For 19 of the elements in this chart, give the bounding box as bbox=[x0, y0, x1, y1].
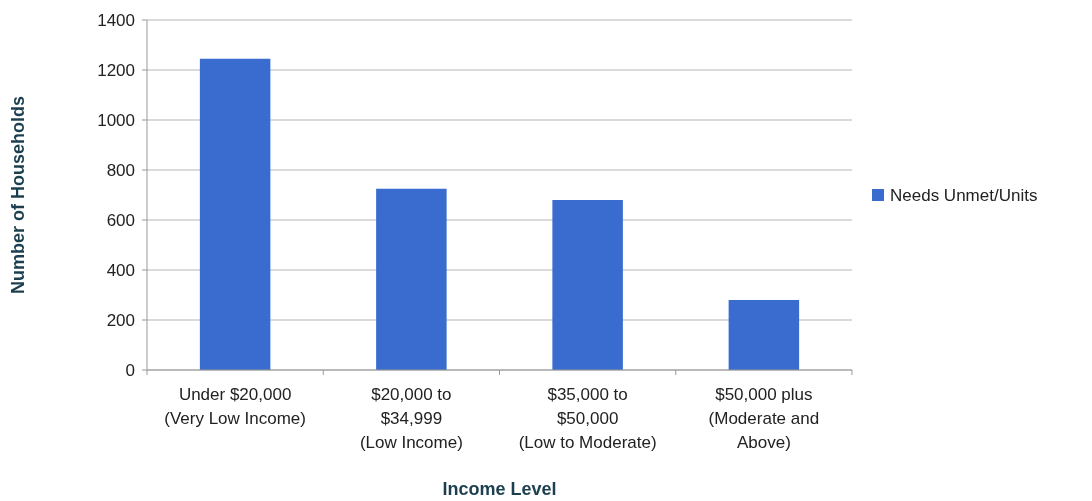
y-tick-label: 1000 bbox=[97, 110, 135, 130]
bar bbox=[552, 200, 623, 370]
x-tick-label: $50,000 plus (Moderate and Above) bbox=[708, 385, 820, 452]
y-tick-label: 200 bbox=[106, 310, 135, 330]
y-tick-label: 600 bbox=[106, 210, 135, 230]
x-tick-label: Under $20,000 (Very Low Income) bbox=[164, 385, 306, 428]
x-axis-title: Income Level bbox=[442, 479, 557, 499]
y-tick-label: 1400 bbox=[97, 10, 135, 30]
y-tick-label: 400 bbox=[106, 260, 135, 280]
y-tick-label: 1200 bbox=[97, 60, 135, 80]
legend-label: Needs Unmet/Units bbox=[890, 185, 1038, 205]
bar bbox=[376, 188, 447, 370]
y-tick-label: 800 bbox=[106, 160, 135, 180]
x-tick-label: $35,000 to $50,000 (Low to Moderate) bbox=[518, 385, 657, 452]
y-axis-title: Number of Households bbox=[8, 95, 28, 295]
x-tick-label: $20,000 to $34,999 (Low Income) bbox=[359, 385, 463, 452]
bar bbox=[199, 58, 271, 370]
y-tick-label: 0 bbox=[125, 360, 135, 380]
bar bbox=[728, 300, 800, 370]
